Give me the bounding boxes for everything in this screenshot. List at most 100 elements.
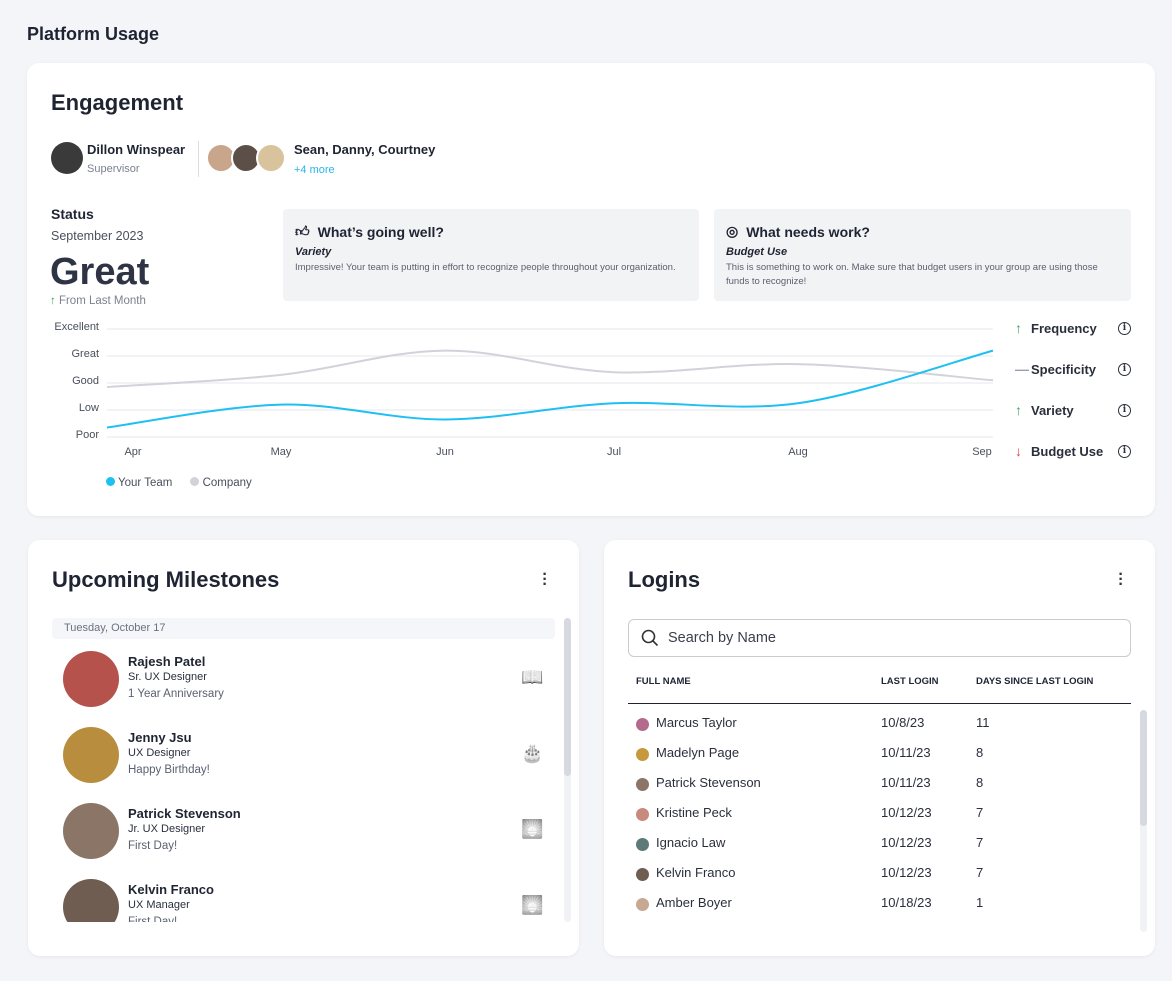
info-icon[interactable]: i	[1118, 321, 1131, 335]
milestone-role: Jr. UX Designer	[128, 823, 206, 835]
needs-work-text: This is something to work on. Make sure …	[726, 262, 1098, 287]
cell-name: Marcus Taylor	[656, 715, 737, 730]
logins-card	[604, 540, 1155, 956]
trend-down-icon: ↓	[1015, 443, 1022, 459]
metric-label: Variety	[1031, 402, 1074, 418]
milestone-name: Rajesh Patel	[128, 654, 206, 669]
cake-icon: 🎂	[521, 743, 543, 763]
milestone-item[interactable]: Jenny Jsu UX Designer Happy Birthday! 🎂	[63, 727, 543, 787]
avatar	[636, 808, 649, 821]
milestone-role: Sr. UX Designer	[128, 671, 207, 683]
table-row[interactable]: Kristine Peck 10/12/23 7	[636, 805, 1116, 835]
search-icon	[641, 629, 659, 647]
x-tick-label: Jul	[606, 446, 622, 458]
milestone-role: UX Manager	[128, 899, 190, 911]
metric-budget-use: ↓ Budget Use i	[1015, 443, 1131, 459]
avatar	[63, 803, 119, 859]
cell-name: Kelvin Franco	[656, 865, 736, 880]
engagement-title: Engagement	[51, 90, 184, 115]
milestone-name: Kelvin Franco	[128, 882, 214, 897]
avatar	[636, 778, 649, 791]
cell-name: Kristine Peck	[656, 805, 732, 820]
milestones-card	[28, 540, 579, 956]
team-avatar[interactable]	[256, 143, 286, 173]
cell-days-since: 11	[976, 715, 990, 730]
cell-last-login: 10/18/23	[881, 895, 932, 910]
sunrise-icon: 🌅	[521, 819, 543, 839]
cell-last-login: 10/12/23	[881, 865, 932, 880]
table-header-divider	[628, 703, 1131, 704]
cell-last-login: 10/8/23	[881, 715, 925, 730]
avatar	[63, 879, 119, 922]
status-trend: From Last Month	[58, 295, 146, 307]
x-tick-label: Jun	[436, 446, 454, 458]
milestone-event: Happy Birthday!	[128, 764, 210, 776]
sunrise-icon: 🌅	[521, 895, 543, 915]
search-placeholder: Search by Name	[668, 630, 776, 646]
page-title: Platform Usage	[27, 24, 160, 44]
going-well-title: What’s going well?	[317, 223, 444, 240]
team-more-link[interactable]: +4 more	[294, 164, 335, 176]
target-icon: ◎	[726, 223, 739, 239]
cell-last-login: 10/11/23	[881, 775, 931, 790]
metric-specificity: — Specificity i	[1015, 361, 1131, 377]
table-row[interactable]: Amber Boyer 10/18/23 1	[636, 895, 1116, 925]
trend-up-icon: ↑	[1015, 402, 1022, 418]
col-days-since[interactable]: DAYS SINCE LAST LOGIN	[976, 676, 1094, 687]
chart-legend: Your Team Company	[106, 477, 252, 489]
col-full-name[interactable]: FULL NAME	[636, 676, 691, 687]
milestone-item[interactable]: Patrick Stevenson Jr. UX Designer First …	[63, 803, 543, 863]
milestone-name: Patrick Stevenson	[128, 806, 241, 821]
table-row[interactable]: Marcus Taylor 10/8/23 11	[636, 715, 1116, 745]
x-tick-label: Sep	[972, 446, 992, 458]
milestone-role: UX Designer	[128, 747, 191, 759]
supervisor-avatar	[51, 142, 83, 174]
metric-label: Frequency	[1031, 320, 1097, 336]
metric-frequency: ↑ Frequency i	[1015, 320, 1131, 336]
table-row[interactable]: Madelyn Page 10/11/23 8	[636, 745, 1116, 775]
cell-name: Ignacio Law	[656, 835, 726, 850]
more-options-icon[interactable]: · · ·	[542, 566, 548, 593]
table-row[interactable]: Kelvin Franco 10/12/23 7	[636, 865, 1116, 895]
milestone-event: 1 Year Anniversary	[128, 688, 224, 700]
x-tick-label: May	[270, 446, 292, 458]
col-last-login[interactable]: LAST LOGIN	[881, 676, 939, 687]
going-well-panel: 👍︎ What’s going well? Variety Impressive!…	[283, 209, 699, 301]
series-line-company	[106, 349, 994, 389]
supervisor-name: Dillon Winspear	[87, 142, 186, 157]
going-well-subject: Variety	[295, 246, 332, 258]
x-tick-label: Aug	[788, 446, 808, 458]
cell-last-login: 10/12/23	[881, 805, 932, 820]
table-row[interactable]: Patrick Stevenson 10/11/23 8	[636, 775, 1116, 805]
cell-days-since: 7	[976, 835, 984, 850]
milestone-name: Jenny Jsu	[128, 730, 192, 745]
milestones-scrollbar[interactable]	[564, 618, 571, 922]
cell-days-since: 8	[976, 775, 984, 790]
info-icon[interactable]: i	[1118, 403, 1131, 417]
cell-name: Patrick Stevenson	[656, 775, 761, 790]
legend-company: Company	[190, 477, 252, 489]
cell-name: Madelyn Page	[656, 745, 740, 760]
y-tick-label: Excellent	[54, 321, 99, 333]
x-tick-label: Apr	[124, 446, 142, 458]
table-row[interactable]: Ignacio Law 10/12/23 7	[636, 835, 1116, 865]
cell-last-login: 10/12/23	[881, 835, 932, 850]
trend-flat-icon: —	[1015, 361, 1029, 377]
divider	[198, 141, 199, 177]
avatar	[636, 868, 649, 881]
milestone-item[interactable]: Kelvin Franco UX Manager First Day! 🌅	[63, 879, 543, 922]
search-input[interactable]: Search by Name	[628, 619, 1131, 657]
info-icon[interactable]: i	[1118, 362, 1131, 376]
more-options-icon[interactable]: · · ·	[1118, 566, 1124, 593]
milestone-date-header: Tuesday, October 17	[52, 618, 555, 639]
milestone-item[interactable]: Rajesh Patel Sr. UX Designer 1 Year Anni…	[63, 651, 543, 711]
y-tick-label: Good	[72, 375, 99, 387]
arrow-up-icon: ↑	[50, 295, 56, 307]
info-icon[interactable]: i	[1118, 444, 1131, 458]
milestone-event: First Day!	[128, 840, 178, 852]
book-icon: 📖	[521, 667, 543, 687]
going-well-text: Impressive! Your team is putting in effo…	[295, 262, 676, 273]
engagement-line-chart	[106, 328, 994, 438]
thumbs-up-icon: 👍︎	[295, 223, 310, 239]
logins-scrollbar[interactable]	[1140, 710, 1147, 932]
